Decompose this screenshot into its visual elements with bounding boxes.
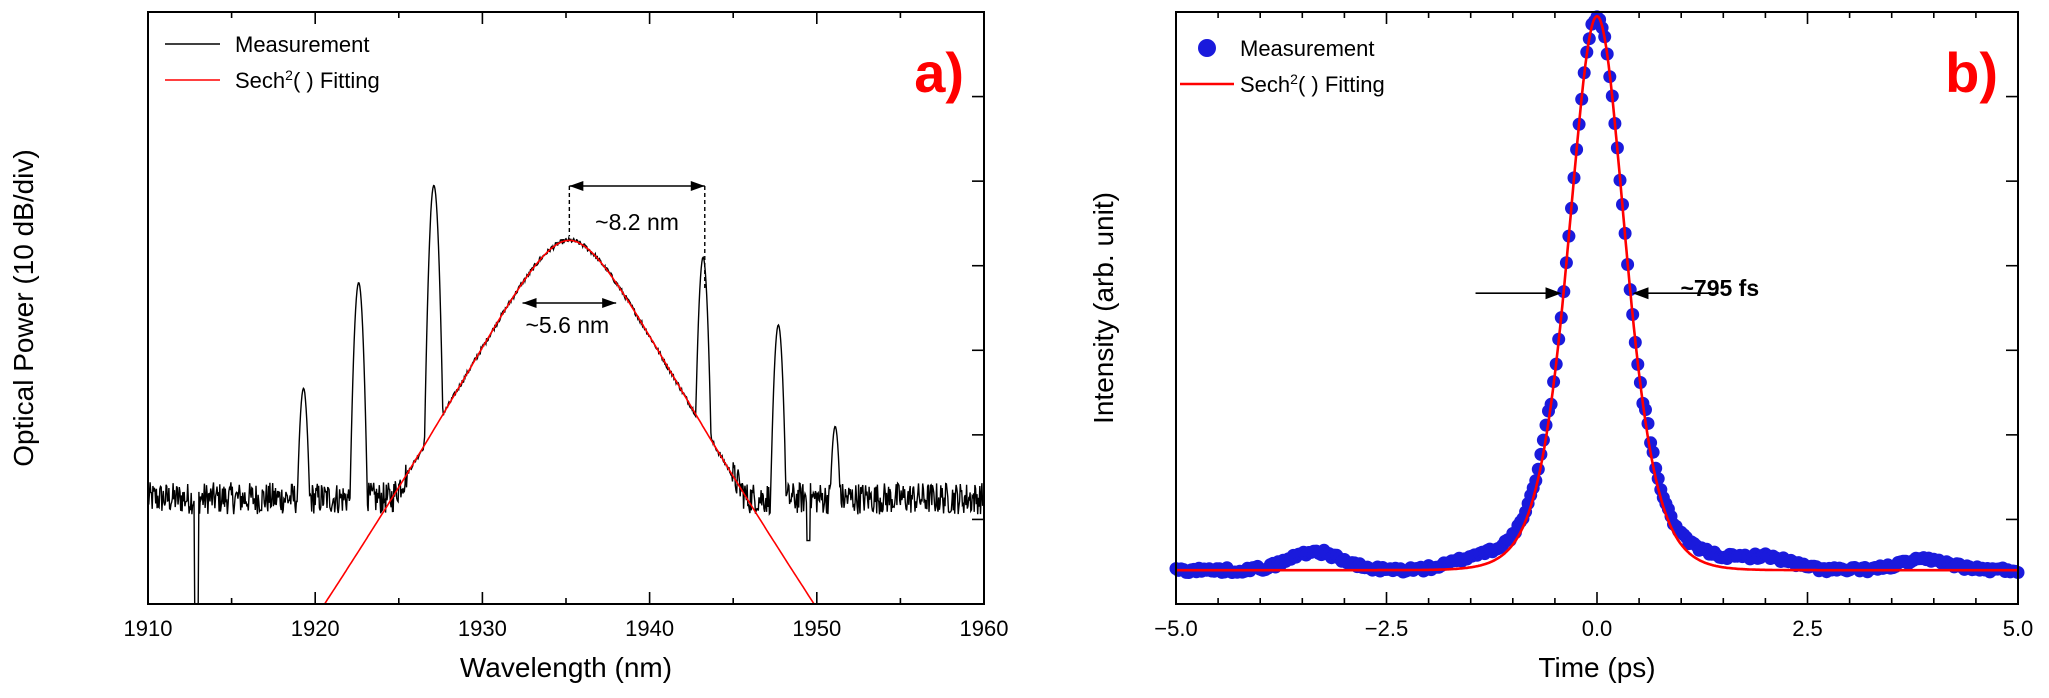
panel-label-a: a): [914, 41, 964, 104]
fit-curve-a: [324, 239, 815, 605]
x-tick-label-a: 1940: [625, 616, 674, 641]
annotation-8-2nm: ~8.2 nm: [595, 209, 679, 235]
x-axis-label-a: Wavelength (nm): [460, 652, 672, 683]
arrowhead: [569, 181, 584, 191]
panel-label-b: b): [1945, 41, 1998, 104]
panel-a: 1910 1920 1930 1940 1950 1960 ~8.2 nm~5.6 nm …: [8, 12, 1008, 683]
axes-frame-a: [147, 11, 985, 605]
measurement-trace-a: [147, 184, 985, 605]
arrowhead: [1545, 287, 1562, 300]
x-tick-label-a: 1920: [291, 616, 340, 641]
x-tick-label-a: 1930: [458, 616, 507, 641]
measurement-point-b: [1534, 447, 1548, 461]
legend-swatch-measurement-b: [1198, 39, 1216, 57]
arrowhead: [1632, 287, 1649, 300]
legend-label-measurement-b: Measurement: [1240, 36, 1375, 61]
legend-label-fit-a: Sech2( ) Fitting: [235, 67, 380, 93]
arrowhead: [690, 181, 705, 191]
y-axis-label-b: Intensity (arb. unit): [1088, 192, 1119, 424]
arrowhead: [602, 298, 617, 308]
axes-frame-b: [1175, 11, 2019, 605]
y-axis-label-a: Optical Power (10 dB/div): [8, 149, 39, 466]
x-tick-label-a: 1960: [960, 616, 1009, 641]
x-tick-label-b: −2.5: [1365, 616, 1408, 641]
x-axis-label-b: Time (ps): [1538, 652, 1655, 683]
x-tick-label-b: 2.5: [1792, 616, 1823, 641]
legend-label-fit-b: Sech2( ) Fitting: [1240, 71, 1385, 97]
annotation-795fs: ~795 fs: [1680, 275, 1759, 301]
fit-curve-b: [1176, 14, 2018, 572]
x-tick-label-b: −5.0: [1154, 616, 1197, 641]
panel-b: −5.0 −2.5 0.0 2.5 5.0 ~795 fs Measurement Sec…: [1088, 10, 2033, 683]
x-tick-label-a: 1910: [124, 616, 173, 641]
measurement-point-b: [1641, 417, 1655, 430]
x-tick-label-b: 5.0: [2003, 616, 2034, 641]
legend-label-measurement-a: Measurement: [235, 32, 370, 57]
measurement-point-b: [1536, 433, 1550, 447]
x-tick-label-a: 1950: [792, 616, 841, 641]
x-tick-label-b: 0.0: [1582, 616, 1613, 641]
arrowhead: [522, 298, 537, 308]
annotation-5-6nm: ~5.6 nm: [525, 312, 609, 338]
